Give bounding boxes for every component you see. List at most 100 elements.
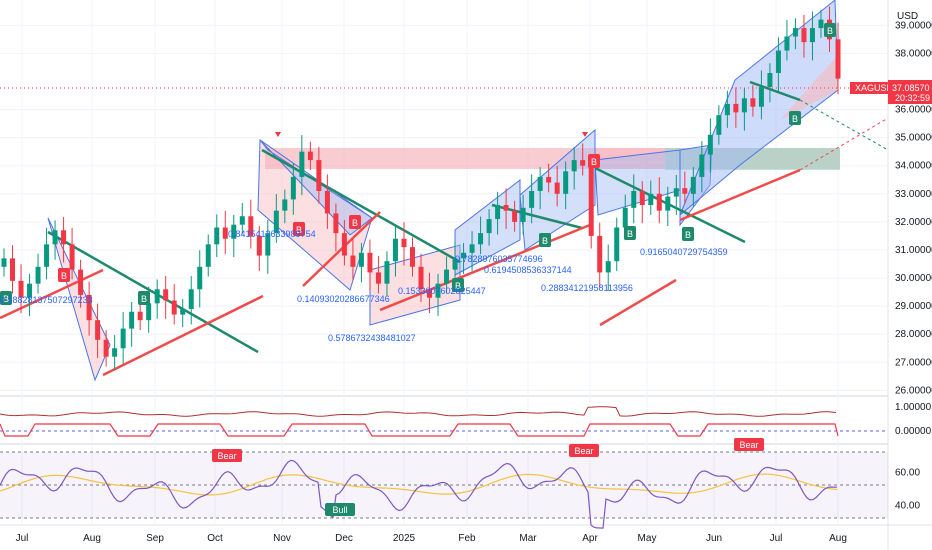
trendline-green-5 [749, 80, 801, 102]
signal-marker-6 [539, 233, 551, 247]
signal-marker-9 [682, 227, 694, 241]
signal-marker-label-7: B [591, 157, 597, 167]
rsi-label-3: Bear [739, 440, 758, 450]
trendline-green-1 [47, 230, 259, 354]
countdown: 20:32:59 [895, 93, 930, 103]
candle-body [120, 328, 126, 349]
signal-marker-label-5: B [455, 281, 461, 291]
candle-body [631, 190, 637, 208]
candle-body [741, 98, 747, 113]
price-tick-2: 36.00000 [895, 105, 932, 116]
candle-body [537, 176, 543, 191]
candle-body [61, 230, 67, 245]
candle-body [682, 188, 688, 194]
candle-body [563, 171, 569, 194]
candle-body [520, 207, 526, 222]
candle-body [469, 244, 475, 253]
candle-body [273, 210, 279, 234]
candle-body [188, 289, 194, 309]
price-tick-1: 38.00000 [895, 48, 932, 59]
price-tick-4: 34.00000 [895, 161, 932, 172]
channel-drawings [47, 0, 839, 382]
signal-marker-label-6: B [542, 236, 548, 246]
trendline-green-ext [799, 99, 889, 151]
symbol-name: XAGUSD [855, 83, 894, 93]
last-price: 37.08570 [892, 83, 930, 93]
time-label-10: May [638, 533, 657, 544]
price-tick-9: 29.00000 [895, 301, 932, 312]
candle-body [495, 205, 501, 220]
rsi-tick-1: 40.00 [895, 500, 920, 511]
candle-body [282, 199, 288, 211]
candle-body [146, 303, 152, 321]
signal-marker-1 [58, 268, 70, 282]
currency-label: USD [897, 11, 918, 22]
candle-body [409, 247, 415, 267]
trendline-red-1 [0, 268, 104, 320]
candle-body [580, 160, 586, 166]
signal-marker-2 [138, 291, 150, 305]
candle-body [358, 252, 364, 267]
time-label-11: Jun [706, 533, 722, 544]
candle-body [809, 28, 815, 43]
candle-body [27, 283, 33, 298]
candle-body [333, 213, 339, 234]
price-tag [888, 80, 932, 104]
candle-body [171, 300, 177, 315]
annotation-7: 0.28834121958113956 [541, 283, 633, 293]
signal-marker-4 [349, 215, 361, 229]
annotation-0: 0.18828137507297233 [0, 295, 93, 305]
candle-body [69, 244, 75, 270]
signal-marker-label-3: B [296, 225, 302, 235]
candle-body [444, 269, 450, 284]
price-tick-7: 31.00000 [895, 245, 932, 256]
signal-marker-11 [824, 23, 836, 37]
candle-body [529, 190, 535, 208]
rsi-label-bg-3 [734, 438, 764, 451]
trendline-red-2 [102, 294, 264, 377]
signal-marker-label-10: B [792, 114, 798, 124]
candle-body [656, 193, 662, 211]
candle-body [137, 311, 143, 321]
candle-body [384, 261, 390, 284]
rsi-labels: Bear Bull Bear Bear [212, 438, 764, 516]
candle-body [597, 235, 603, 273]
candle-body [512, 210, 518, 222]
signal-marker-7 [588, 154, 600, 168]
candle-body [1, 258, 7, 267]
candle-body [248, 216, 254, 236]
candle-body [367, 252, 373, 273]
candle-body [767, 73, 773, 88]
candle-body [401, 238, 407, 248]
candle-body [163, 289, 169, 301]
candle-body [588, 165, 594, 236]
annotation-1: 0.8415412633989754 [228, 229, 316, 239]
signal-marker-label-0: B [3, 294, 9, 304]
rsi-label-0: Bear [217, 451, 236, 461]
rsi-label-bg-2 [569, 444, 599, 457]
candle-body [44, 244, 50, 267]
signal-marker-label-4: B [352, 218, 358, 228]
signal-marker-8 [624, 226, 636, 240]
annotation-6: 0.6194508536337144 [484, 265, 572, 275]
time-axis[interactable]: Jul Aug Sep Oct Nov Dec 2025 Feb Mar Apr May Jun Jul… [16, 533, 847, 544]
price-axis[interactable]: 39.00000 38.00000 36.00000 35.00000 34.00000… [895, 20, 932, 511]
candle-body [10, 258, 16, 281]
signal-marker-label-8: B [627, 229, 633, 239]
signal-marker-label-2: B [141, 294, 147, 304]
price-tick-0: 39.00000 [895, 20, 932, 31]
indicator-tick-0: 1.00000 [895, 402, 932, 413]
candle-body [750, 98, 756, 107]
time-label-7: Feb [458, 533, 476, 544]
candle-body [316, 160, 322, 191]
candle-body [341, 233, 347, 256]
trendline-green-2 [261, 148, 461, 264]
candle-body [435, 283, 441, 298]
grid-lines [0, 0, 888, 525]
volatility-line [0, 406, 837, 417]
candle-body [231, 224, 237, 239]
candle-body [180, 308, 186, 315]
triangle-marker-1 [275, 132, 281, 137]
candle-body [350, 255, 356, 267]
